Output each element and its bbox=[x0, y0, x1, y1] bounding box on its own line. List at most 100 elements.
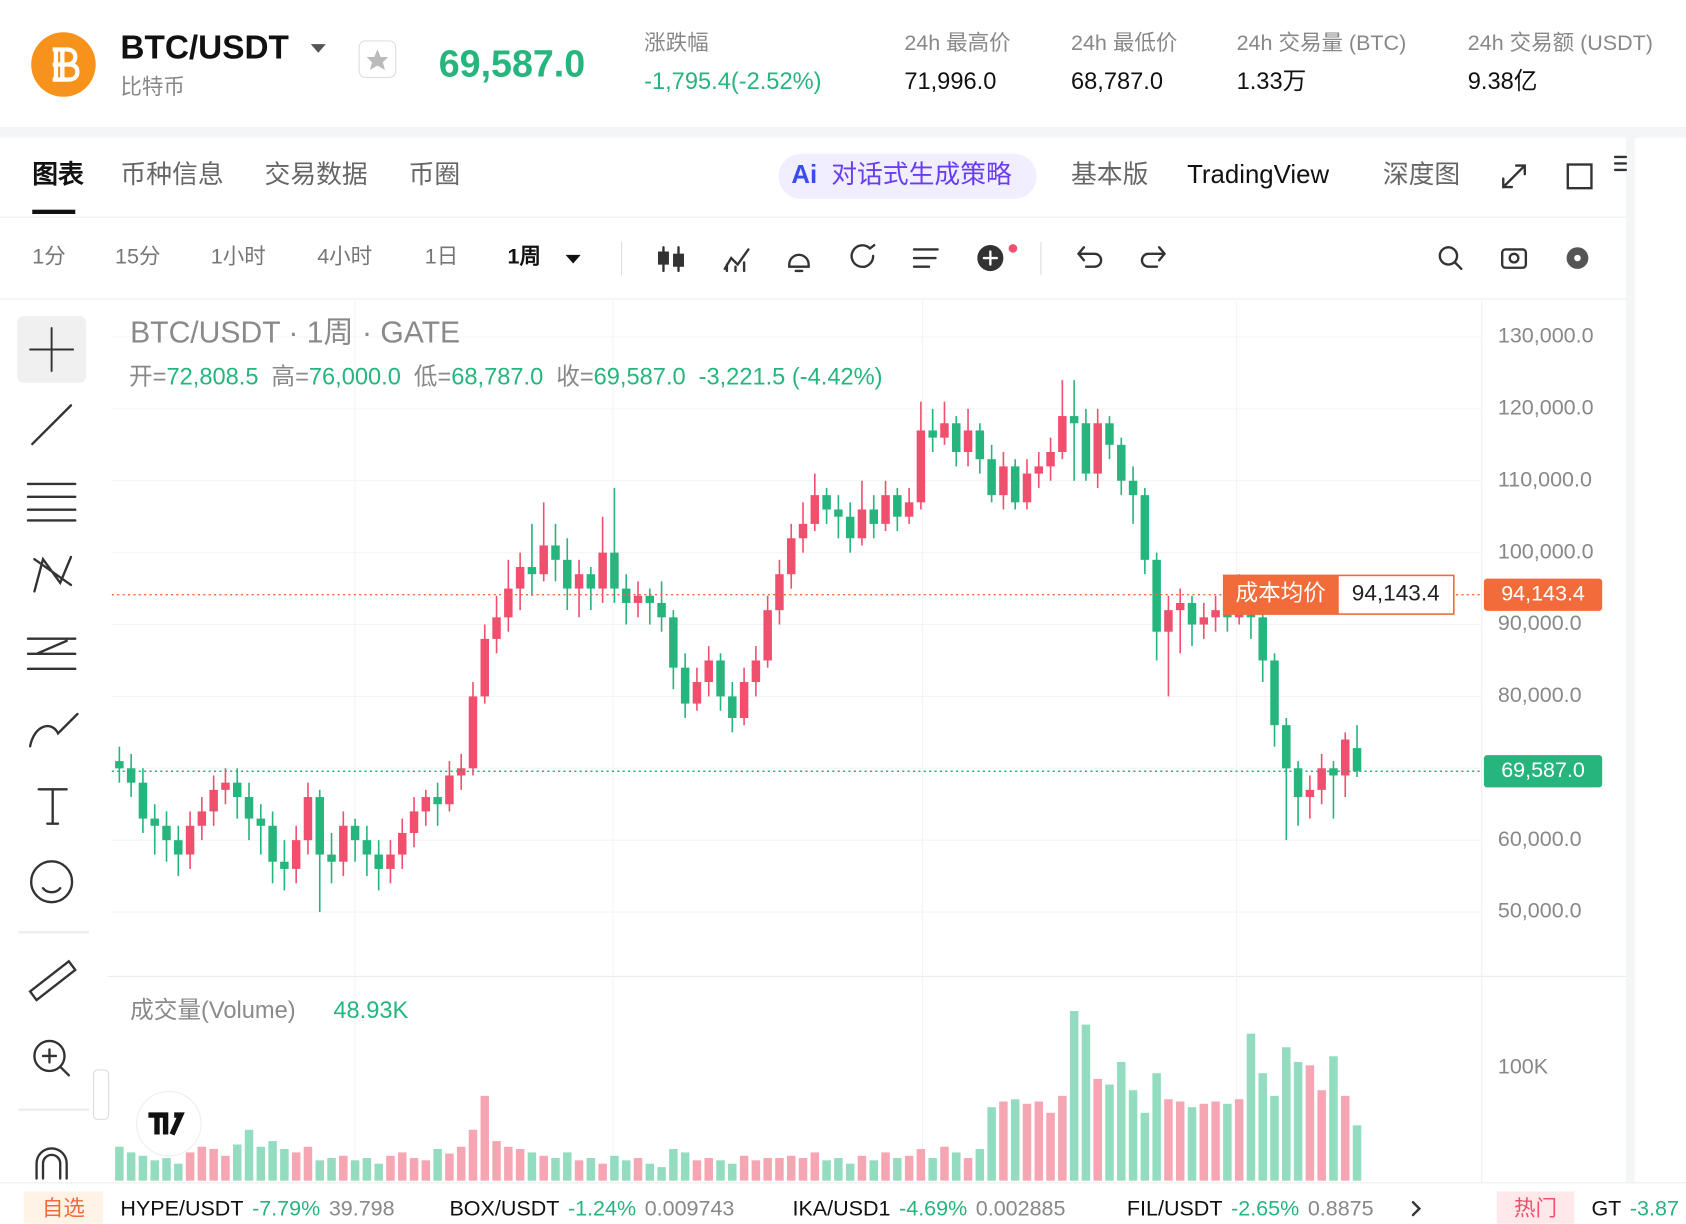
template-icon[interactable] bbox=[912, 248, 939, 268]
volume-bar bbox=[610, 1155, 619, 1181]
ticker-pair[interactable]: FIL/USDT bbox=[1127, 1196, 1223, 1220]
volume-bar bbox=[786, 1155, 796, 1181]
candle-body bbox=[504, 588, 513, 618]
brush-tool[interactable] bbox=[28, 712, 79, 748]
candle-body bbox=[1152, 559, 1161, 632]
volume-bar bbox=[692, 1160, 702, 1181]
ticker-change: -2.65% bbox=[1231, 1196, 1299, 1220]
interval[interactable]: 1周 bbox=[508, 245, 541, 269]
interval[interactable]: 1小时 bbox=[211, 245, 266, 269]
volume-bar bbox=[1034, 1101, 1044, 1181]
forecast-tool[interactable] bbox=[26, 637, 77, 671]
snapshot-icon[interactable] bbox=[1501, 248, 1528, 269]
volume-bar bbox=[492, 1141, 501, 1181]
tab[interactable]: 币种信息 bbox=[120, 160, 223, 189]
view-tab[interactable]: 深度图 bbox=[1383, 160, 1460, 189]
last-price: 69,587.0 bbox=[439, 43, 585, 85]
fullscreen-icon[interactable] bbox=[1502, 164, 1526, 189]
fib-tool[interactable] bbox=[26, 482, 77, 522]
pair-dropdown[interactable] bbox=[310, 44, 326, 53]
tab[interactable]: 币圈 bbox=[409, 161, 461, 189]
watch-label[interactable]: 自选 bbox=[42, 1196, 85, 1220]
view-tab[interactable]: 基本版 bbox=[1071, 160, 1148, 189]
watch-tag[interactable] bbox=[23, 1191, 104, 1224]
menu-icon[interactable] bbox=[1613, 155, 1628, 172]
candle-body bbox=[786, 538, 796, 575]
candle-body bbox=[1187, 602, 1197, 625]
candle-body bbox=[1317, 768, 1326, 790]
pattern-tool[interactable] bbox=[33, 555, 73, 593]
change-label: 涨跌幅 bbox=[644, 31, 709, 55]
candle-body bbox=[1305, 789, 1315, 798]
volume-bar bbox=[751, 1160, 761, 1181]
volume-bar bbox=[586, 1158, 596, 1181]
interval[interactable]: 15分 bbox=[115, 245, 160, 269]
add-plus bbox=[982, 250, 998, 266]
redo-icon[interactable] bbox=[1140, 246, 1167, 268]
text-tool[interactable] bbox=[37, 788, 68, 825]
candle-body bbox=[350, 825, 360, 841]
interval[interactable]: 4小时 bbox=[317, 245, 372, 269]
trend-line-tool[interactable] bbox=[31, 404, 73, 446]
interval-dropdown[interactable] bbox=[565, 254, 581, 264]
candle-body bbox=[563, 559, 572, 589]
candle-body bbox=[834, 509, 843, 517]
candle-body bbox=[975, 430, 985, 460]
volume-bar bbox=[739, 1155, 749, 1181]
hot-label[interactable]: 热门 bbox=[1514, 1196, 1557, 1220]
candle-body bbox=[362, 840, 372, 855]
alert-icon[interactable] bbox=[788, 253, 810, 273]
candle-body bbox=[1258, 617, 1267, 661]
stat-label: 24h 交易额 (USDT) bbox=[1468, 31, 1653, 55]
ai-button[interactable] bbox=[778, 153, 1037, 199]
candle-body bbox=[1069, 416, 1079, 424]
candle-body bbox=[339, 825, 348, 862]
snapshot-lens bbox=[1508, 252, 1520, 264]
replay-icon[interactable] bbox=[850, 243, 876, 268]
ticker-price: 0.8875 bbox=[1308, 1196, 1374, 1220]
volume-bar bbox=[834, 1158, 843, 1181]
ai-badge: Ai bbox=[791, 161, 817, 189]
candle-body bbox=[893, 495, 902, 517]
search-icon[interactable] bbox=[1438, 246, 1459, 266]
pair[interactable]: BTC/USDT bbox=[120, 29, 288, 66]
volume-bar bbox=[1175, 1101, 1185, 1181]
tab[interactable]: 图表 bbox=[32, 160, 84, 189]
undo-icon[interactable] bbox=[1076, 246, 1103, 268]
cross-tool[interactable] bbox=[29, 326, 75, 372]
candle-body bbox=[716, 660, 725, 697]
emoji-tool[interactable] bbox=[30, 860, 74, 904]
interval[interactable]: 1分 bbox=[32, 245, 65, 269]
candle-body bbox=[421, 797, 431, 812]
volume-bar bbox=[963, 1158, 973, 1181]
tab[interactable]: 交易数据 bbox=[265, 160, 368, 189]
volume-bar bbox=[869, 1160, 878, 1181]
ticker-change: -7.79% bbox=[252, 1196, 320, 1220]
tv-logo[interactable] bbox=[136, 1090, 202, 1157]
ai-button-label[interactable]: 对话式生成策略 bbox=[831, 160, 1012, 189]
volume-bar bbox=[1223, 1103, 1232, 1181]
zoom-tool[interactable] bbox=[33, 1039, 66, 1073]
ticker-pair[interactable]: BOX/USDT bbox=[449, 1196, 559, 1220]
ticker-pair[interactable]: IKA/USD1 bbox=[792, 1196, 890, 1220]
volume-bar bbox=[845, 1163, 855, 1181]
coin-logo bbox=[31, 32, 96, 97]
collapse-button[interactable] bbox=[93, 1069, 110, 1120]
magnet-tool[interactable] bbox=[35, 1147, 68, 1180]
candle-body bbox=[869, 509, 878, 524]
candle-body bbox=[1058, 416, 1067, 453]
view-tab[interactable]: TradingView bbox=[1187, 161, 1329, 189]
cost-tag-name: 成本均价 bbox=[1236, 581, 1326, 606]
ticker-next[interactable] bbox=[1411, 1201, 1422, 1217]
candle-body bbox=[244, 797, 254, 819]
ticker-pair[interactable]: HYPE/USDT bbox=[120, 1196, 243, 1220]
ruler-tool[interactable] bbox=[28, 959, 77, 1002]
volume-bar bbox=[916, 1149, 926, 1181]
ticker-pair[interactable]: GT bbox=[1591, 1196, 1621, 1220]
candle-body bbox=[126, 768, 136, 783]
indicator-icon[interactable] bbox=[723, 248, 750, 273]
candle-body bbox=[398, 832, 407, 855]
hot-tag[interactable] bbox=[1496, 1191, 1575, 1224]
interval[interactable]: 1日 bbox=[425, 245, 458, 269]
window-icon[interactable] bbox=[1566, 163, 1593, 190]
